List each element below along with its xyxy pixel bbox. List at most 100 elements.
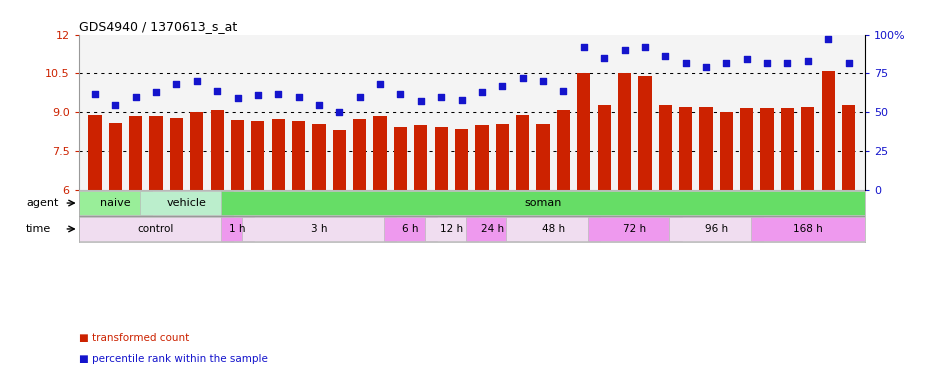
Bar (384, 217, 438, 242)
Bar (659, 104, 672, 190)
Bar (435, 127, 448, 190)
Bar (191, 112, 204, 190)
Point (658, 53, 672, 60)
Point (434, 94, 449, 100)
Point (291, 94, 306, 100)
Text: 24 h: 24 h (481, 224, 504, 234)
Bar (79, 217, 233, 242)
Text: 6 h: 6 h (402, 224, 419, 234)
Bar (374, 116, 387, 190)
Bar (679, 107, 692, 190)
Bar (740, 108, 753, 190)
Point (475, 89, 489, 95)
Bar (496, 124, 509, 190)
Bar (751, 217, 865, 242)
Point (780, 60, 795, 66)
Bar (130, 116, 142, 190)
Point (556, 88, 571, 94)
Bar (577, 73, 590, 190)
Bar (598, 104, 611, 190)
Bar (670, 217, 763, 242)
Bar (516, 115, 529, 190)
Point (536, 78, 550, 84)
Point (169, 81, 184, 88)
Point (251, 92, 265, 98)
Point (759, 60, 774, 66)
Bar (821, 71, 835, 190)
Point (637, 44, 652, 50)
Point (129, 94, 143, 100)
Point (190, 78, 204, 84)
Bar (425, 217, 478, 242)
Text: 3 h: 3 h (311, 224, 327, 234)
Point (678, 60, 693, 66)
Bar (88, 115, 102, 190)
Text: ■ transformed count: ■ transformed count (79, 333, 189, 343)
Point (841, 60, 856, 66)
Bar (313, 124, 326, 190)
Bar (465, 217, 519, 242)
Bar (170, 118, 183, 190)
Point (515, 75, 530, 81)
Bar (140, 190, 233, 215)
Point (413, 98, 428, 104)
Point (719, 60, 734, 66)
Point (495, 83, 510, 89)
Point (149, 89, 164, 95)
Bar (252, 121, 265, 190)
Point (312, 101, 327, 108)
Bar (699, 107, 712, 190)
Bar (720, 112, 733, 190)
Bar (150, 116, 163, 190)
Point (271, 91, 286, 97)
Bar (221, 217, 253, 242)
Text: 72 h: 72 h (623, 224, 647, 234)
Bar (475, 125, 488, 190)
Bar (231, 120, 244, 190)
Bar (618, 73, 631, 190)
Point (393, 91, 408, 97)
Bar (781, 108, 794, 190)
Bar (353, 119, 366, 190)
Text: 1 h: 1 h (229, 224, 246, 234)
Bar (221, 190, 865, 215)
Point (576, 44, 591, 50)
Text: 12 h: 12 h (439, 224, 462, 234)
Bar (638, 76, 651, 190)
Bar (588, 217, 682, 242)
Text: 48 h: 48 h (542, 224, 565, 234)
Text: naive: naive (100, 198, 130, 208)
Bar (333, 131, 346, 190)
Bar (801, 107, 814, 190)
Point (820, 36, 835, 42)
Bar (760, 108, 773, 190)
Point (597, 55, 611, 61)
Bar (455, 129, 468, 190)
Bar (414, 125, 427, 190)
Point (800, 58, 815, 64)
Point (332, 109, 347, 116)
Bar (557, 110, 570, 190)
Text: ■ percentile rank within the sample: ■ percentile rank within the sample (79, 354, 267, 364)
Bar (506, 217, 600, 242)
Text: 96 h: 96 h (705, 224, 728, 234)
Point (88, 91, 103, 97)
Text: agent: agent (26, 198, 58, 208)
Bar (211, 110, 224, 190)
Point (454, 97, 469, 103)
Bar (272, 119, 285, 190)
Bar (108, 123, 122, 190)
Point (698, 64, 713, 70)
Text: time: time (26, 224, 51, 234)
Bar (536, 124, 549, 190)
Point (373, 81, 388, 88)
Text: 168 h: 168 h (793, 224, 822, 234)
Text: vehicle: vehicle (166, 198, 206, 208)
Bar (394, 127, 407, 190)
Point (210, 88, 225, 94)
Point (617, 47, 632, 53)
Point (108, 101, 123, 108)
Text: soman: soman (524, 198, 561, 208)
Bar (292, 121, 305, 190)
Bar (842, 104, 856, 190)
